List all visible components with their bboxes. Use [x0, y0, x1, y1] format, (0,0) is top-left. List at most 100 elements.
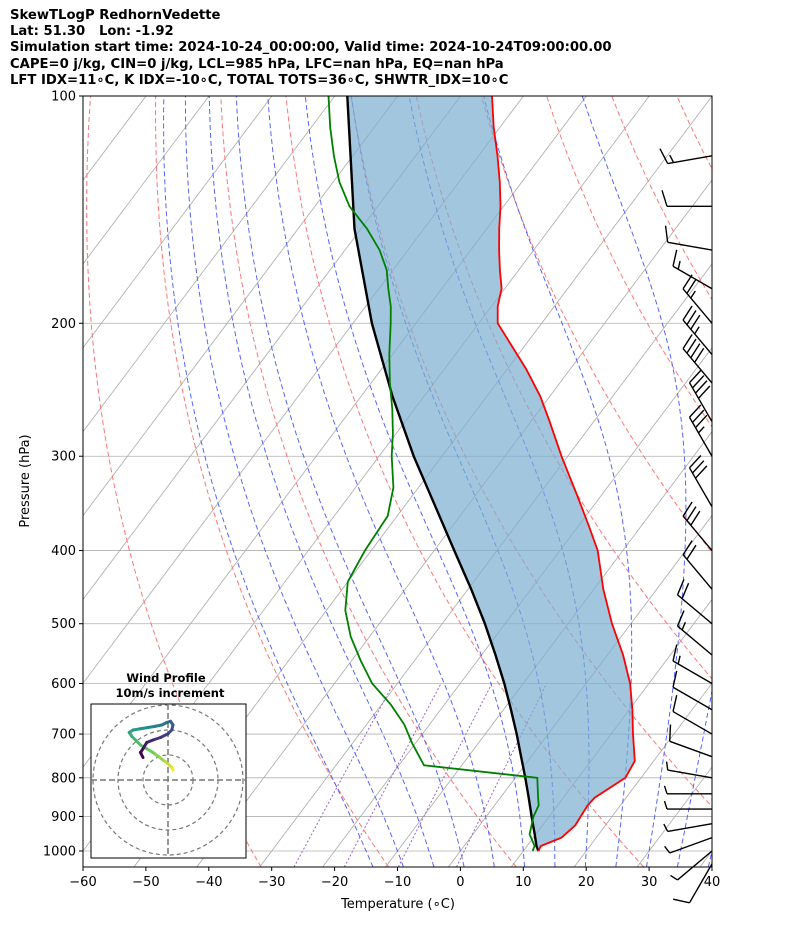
moist-adiabat [676, 96, 712, 867]
wind-barb-flag [686, 310, 697, 326]
chart-header: SkewTLogP RedhornVedette Lat: 51.30 Lon:… [10, 8, 612, 89]
wind-barb-flag [694, 347, 705, 363]
wind-barb-half-flag [663, 800, 668, 810]
wind-barb [663, 800, 712, 810]
wind-barb [663, 785, 712, 795]
wind-barb-staff [672, 660, 713, 685]
wind-barb-flag [659, 148, 669, 164]
wind-barb-flag [672, 695, 678, 712]
wind-barb-half-flag [663, 823, 669, 832]
wind-barb [682, 274, 713, 324]
wind-barb-half-flag [665, 761, 669, 771]
axes: −60 −50 −40 −30 −20 −10 0 10 20 30 40 100 200 300 400 5… [43, 90, 720, 891]
wind-barb-flag [691, 375, 705, 389]
x-tick-label: 40 [704, 875, 721, 890]
simulation-times: Simulation start time: 2024-10-24_00:00:… [10, 40, 612, 56]
wind-barb-flag [681, 582, 690, 599]
wind-barb [672, 670, 713, 711]
wind-barb-flag [686, 544, 697, 560]
y-tick-label: 500 [51, 617, 76, 632]
wind-barb-staff [682, 288, 713, 324]
moist-adiabat [163, 96, 374, 867]
dry-adiabat [611, 96, 712, 301]
wind-barb-half-flag [677, 260, 681, 270]
wind-barb-staff [667, 241, 713, 251]
moist-adiabat [235, 96, 465, 867]
wind-barb-staff [682, 554, 713, 590]
y-tick-label: 300 [51, 450, 76, 465]
isotherm-line [83, 96, 210, 265]
wind-barb-flag [694, 414, 708, 429]
hodograph-ring [92, 704, 244, 856]
moist-adiabat [184, 96, 404, 867]
wind-barb [670, 850, 713, 881]
wind-barb [664, 225, 713, 251]
dry-adiabat [155, 96, 390, 867]
wind-barb-flag [682, 540, 693, 556]
wind-barb-staff [677, 625, 713, 656]
wind-barb-half-flag [690, 290, 696, 299]
dewpoint-line [327, 96, 540, 852]
wind-barbs [659, 148, 713, 904]
y-tick-label: 200 [51, 317, 76, 332]
wind-barb-staff [688, 416, 713, 457]
x-tick-label: −10 [384, 875, 411, 890]
isotherm-line [83, 96, 336, 433]
x-axis-label: Temperature (∘C) [340, 897, 455, 912]
wind-barb-flag [690, 314, 701, 330]
wind-barb-staff [677, 850, 713, 881]
wind-barb [676, 579, 713, 625]
wind-barb-flag [694, 465, 708, 479]
mixing-ratio-line [343, 683, 442, 867]
moist-adiabat [707, 848, 712, 867]
y-tick-label: 400 [51, 544, 76, 559]
wind-barb [663, 822, 713, 833]
wind-barb [682, 334, 713, 384]
x-tick-label: 20 [578, 875, 595, 890]
wind-barb-flag [672, 249, 678, 267]
isotherm-line [322, 347, 712, 867]
isotherm-line [385, 431, 712, 867]
wind-barb-flag [686, 278, 697, 294]
wind-barb-flag [676, 579, 685, 596]
y-tick-label: 900 [51, 810, 76, 825]
wind-barb-flag [688, 369, 702, 384]
wind-barb-flag [690, 510, 701, 526]
y-tick-label: 1000 [43, 845, 76, 860]
wind-barb-staff [682, 515, 713, 552]
wind-barb-staff [688, 382, 713, 423]
x-tick-label: −40 [195, 875, 222, 890]
wind-barb-flag [661, 190, 668, 207]
x-tick-label: −50 [132, 875, 159, 890]
isotherm-line [83, 96, 398, 517]
plot-area [83, 96, 712, 867]
wind-barb-flag [688, 454, 702, 469]
dry-adiabat [220, 96, 517, 867]
wind-barb-staff [677, 594, 713, 625]
wind-barb [659, 148, 713, 165]
wind-barb-flag [682, 501, 693, 517]
isotherm-line [573, 682, 712, 867]
wind-barb [669, 724, 713, 758]
wind-barb [672, 644, 713, 685]
wind-barb-staff [688, 863, 713, 904]
mixing-ratio-line [397, 683, 493, 867]
stability-indices-1: CAPE=0 j/kg, CIN=0 j/kg, LCL=985 hPa, LF… [10, 56, 504, 72]
wind-barb-staff [667, 155, 713, 165]
moist-adiabat [304, 96, 526, 867]
y-tick-label: 800 [51, 771, 76, 786]
wind-barb-half-flag [677, 655, 681, 665]
wind-barb-flag [682, 334, 693, 349]
wind-barb-flag [672, 898, 690, 904]
wind-barb [688, 454, 713, 508]
parcel-path-line [346, 96, 540, 852]
wind-barb [672, 863, 713, 904]
station-coordinates: Lat: 51.30 Lon: -1.92 [10, 24, 174, 40]
wind-barb-flag [682, 305, 693, 321]
x-tick-label: −60 [69, 875, 96, 890]
wind-barb-staff [669, 740, 713, 758]
x-tick-label: −20 [321, 875, 348, 890]
isotherm-line [83, 96, 273, 349]
wind-barb-flag [686, 506, 697, 522]
hodograph-ring [142, 754, 194, 806]
